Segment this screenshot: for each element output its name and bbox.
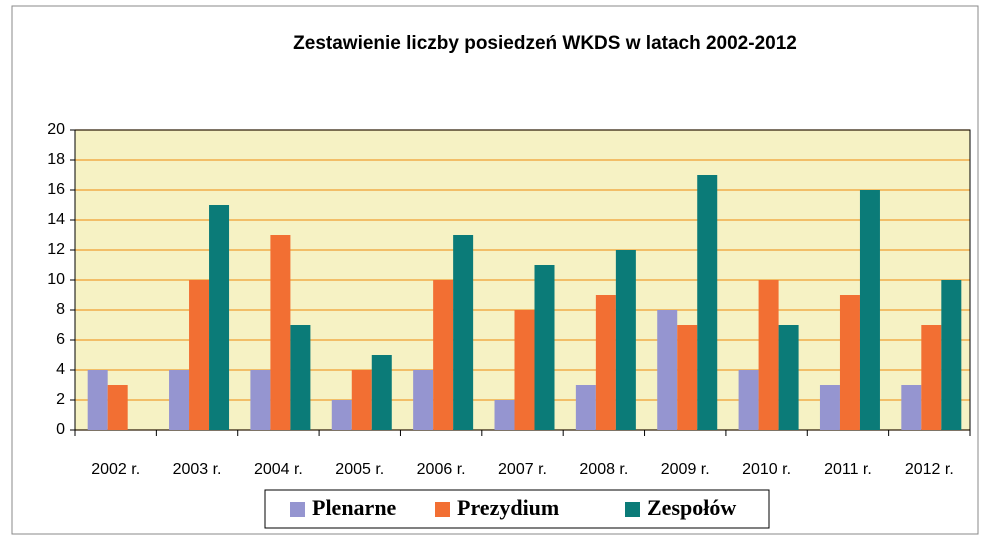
x-tick-label: 2002 r. — [91, 461, 140, 478]
x-tick-label: 2012 r. — [905, 461, 954, 478]
bar — [615, 250, 636, 430]
y-tick-label: 0 — [56, 421, 65, 438]
legend-label: Prezydium — [457, 495, 559, 520]
bar — [169, 370, 190, 430]
x-tick-label: 2008 r. — [579, 461, 628, 478]
chart-title: Zestawienie liczby posiedzeń WKDS w lata… — [293, 33, 797, 54]
x-tick-label: 2004 r. — [254, 461, 303, 478]
x-tick-label: 2006 r. — [417, 461, 466, 478]
y-tick-label: 12 — [47, 241, 65, 258]
bar — [209, 205, 230, 430]
bar — [738, 370, 759, 430]
bar — [494, 400, 515, 430]
y-tick-label: 14 — [47, 211, 65, 228]
x-tick-label: 2009 r. — [661, 461, 710, 478]
bar — [433, 280, 454, 430]
y-tick-label: 10 — [47, 271, 65, 288]
bar — [859, 190, 880, 430]
bar — [514, 310, 535, 430]
legend-label: Plenarne — [312, 495, 397, 520]
bar — [87, 370, 108, 430]
y-tick-label: 4 — [56, 361, 65, 378]
legend-label: Zespołów — [647, 495, 736, 520]
y-tick-label: 20 — [47, 121, 65, 138]
bar — [921, 325, 942, 430]
bar — [189, 280, 210, 430]
x-tick-label: 2011 r. — [824, 461, 872, 478]
bar — [657, 310, 678, 430]
bar — [290, 325, 311, 430]
bar — [250, 370, 271, 430]
bar — [413, 370, 434, 430]
bar — [371, 355, 392, 430]
y-tick-label: 16 — [47, 181, 65, 198]
bar — [453, 235, 474, 430]
bar — [331, 400, 352, 430]
bar — [697, 175, 718, 430]
bar — [351, 370, 372, 430]
x-tick-label: 2007 r. — [498, 461, 547, 478]
bar — [758, 280, 779, 430]
legend-box — [264, 489, 770, 529]
y-tick-label: 18 — [47, 151, 65, 168]
x-tick-label: 2003 r. — [173, 461, 222, 478]
x-tick-label: 2010 r. — [742, 461, 791, 478]
bar — [901, 385, 922, 430]
y-tick-label: 8 — [56, 301, 65, 318]
bar — [270, 235, 291, 430]
bar — [595, 295, 616, 430]
y-tick-label: 6 — [56, 331, 65, 348]
x-tick-label: 2005 r. — [335, 461, 384, 478]
legend-swatch — [625, 502, 640, 517]
bar — [534, 265, 555, 430]
bar — [819, 385, 840, 430]
bar — [107, 385, 128, 430]
bar — [778, 325, 799, 430]
bar — [941, 280, 962, 430]
y-tick-label: 2 — [56, 391, 65, 408]
bar — [677, 325, 698, 430]
bar — [575, 385, 596, 430]
legend-swatch — [290, 502, 305, 517]
bar — [839, 295, 860, 430]
legend-swatch — [435, 502, 450, 517]
